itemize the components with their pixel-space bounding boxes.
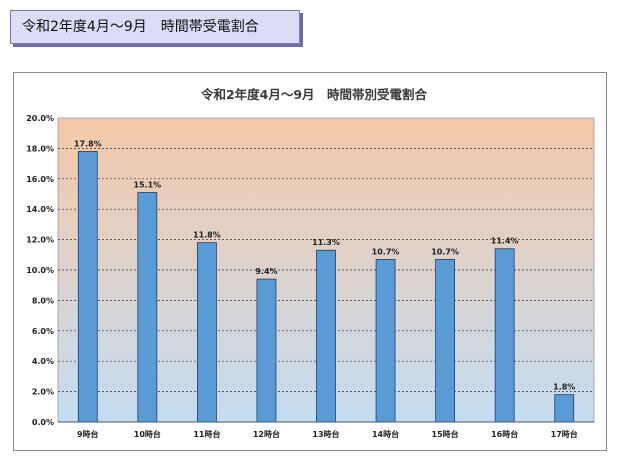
y-tick-label: 18.0%	[26, 144, 54, 153]
data-label: 15.1%	[133, 180, 161, 189]
bar	[375, 258, 396, 423]
y-tick-label: 4.0%	[32, 357, 54, 366]
x-tick-label: 17時台	[551, 429, 578, 439]
data-label: 17.8%	[74, 139, 102, 148]
x-tick-label: 12時台	[253, 429, 280, 439]
bars	[77, 151, 575, 423]
data-label: 1.8%	[553, 383, 575, 392]
data-label: 11.3%	[312, 238, 340, 247]
bar	[316, 249, 336, 423]
y-tick-label: 20.0%	[26, 114, 54, 123]
data-label: 11.8%	[193, 231, 221, 240]
data-labels: 17.8% 15.1% 11.8% 9.4% 11.3% 10.7% 10.7% 11.4% 1…	[74, 139, 575, 391]
page-banner-text: 令和2年度4月～9月 時間帯受電割合	[22, 19, 259, 35]
data-label: 10.7%	[372, 247, 400, 256]
chart-frame: 令和2年度4月～9月 時間帯別受電割合 0.0% 2.0% 4.0% 6.0% 8.0%…	[13, 72, 607, 451]
bar	[554, 394, 575, 423]
x-tick-label: 16時台	[491, 429, 518, 439]
bar	[196, 242, 217, 423]
bar	[494, 248, 515, 423]
bar	[137, 192, 158, 423]
data-label: 11.4%	[491, 237, 519, 246]
y-tick-label: 0.0%	[32, 418, 54, 427]
x-tick-label: 10時台	[134, 429, 161, 439]
y-axis-ticks: 0.0% 2.0% 4.0% 6.0% 8.0% 10.0% 12.0% 14.0% 16.0%…	[26, 114, 54, 427]
page-banner: 令和2年度4月～9月 時間帯受電割合	[10, 10, 300, 44]
data-label: 10.7%	[431, 247, 459, 256]
y-tick-label: 14.0%	[26, 205, 54, 214]
x-tick-label: 11時台	[193, 429, 220, 439]
x-tick-label: 15時台	[432, 429, 459, 439]
y-tick-label: 6.0%	[32, 327, 54, 336]
bar	[435, 258, 456, 423]
y-tick-label: 12.0%	[26, 236, 54, 245]
y-tick-label: 10.0%	[26, 266, 54, 275]
x-axis-ticks: 9時台 10時台 11時台 12時台 13時台 14時台 15時台 16時台 17時台	[77, 429, 578, 439]
y-tick-label: 16.0%	[26, 175, 54, 184]
x-tick-label: 9時台	[77, 429, 99, 439]
y-tick-label: 8.0%	[32, 296, 54, 305]
y-tick-label: 2.0%	[32, 388, 54, 397]
x-tick-label: 14時台	[372, 429, 399, 439]
x-tick-label: 13時台	[312, 429, 339, 439]
bar-chart: 令和2年度4月～9月 時間帯別受電割合 0.0% 2.0% 4.0% 6.0% 8.0%…	[26, 87, 595, 439]
bar	[256, 278, 277, 423]
chart-title: 令和2年度4月～9月 時間帯別受電割合	[200, 87, 428, 102]
bar	[77, 151, 98, 423]
data-label: 9.4%	[255, 267, 277, 276]
